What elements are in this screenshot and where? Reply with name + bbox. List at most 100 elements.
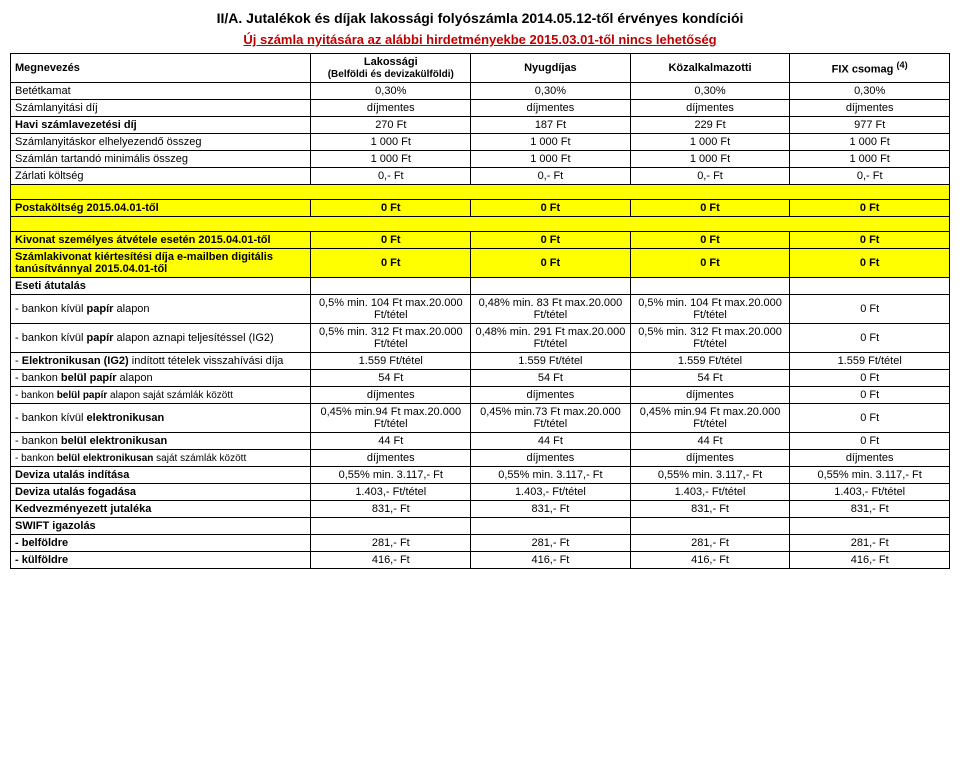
table-row: - bankon kívül elektronikusan0,45% min.9… — [11, 404, 950, 433]
table-row: - külföldre416,- Ft416,- Ft416,- Ft416,-… — [11, 552, 950, 569]
row-cell: díjmentes — [630, 387, 790, 404]
row-cell: 1 000 Ft — [790, 151, 950, 168]
row-cell — [790, 278, 950, 295]
row-label: Kedvezményezett jutaléka — [11, 501, 311, 518]
row-cell — [630, 518, 790, 535]
row-cell: 54 Ft — [311, 370, 471, 387]
row-cell: 0 Ft — [471, 200, 631, 217]
table-row: Számlakivonat kiértesítési díja e-mailbe… — [11, 249, 950, 278]
table-row: Kivonat személyes átvétele esetén 2015.0… — [11, 232, 950, 249]
row-label: - bankon belül papír alapon saját számlá… — [11, 387, 311, 404]
row-label: Számlakivonat kiértesítési díja e-mailbe… — [11, 249, 311, 278]
header-megnevezes: Megnevezés — [11, 54, 311, 83]
row-cell: 0,30% — [790, 83, 950, 100]
header-lakossagi: Lakossági (Belföldi és devizakülföldi) — [311, 54, 471, 83]
row-cell: 831,- Ft — [311, 501, 471, 518]
row-label-bold: belül elektronikusan — [61, 435, 167, 447]
row-cell: díjmentes — [311, 100, 471, 117]
row-cell: 0 Ft — [471, 232, 631, 249]
table-header-row: Megnevezés Lakossági (Belföldi és deviza… — [11, 54, 950, 83]
row-cell: 0 Ft — [790, 200, 950, 217]
row-label: SWIFT igazolás — [11, 518, 311, 535]
table-row: - bankon belül papír alapon54 Ft54 Ft54 … — [11, 370, 950, 387]
table-row: Számlanyitási díjdíjmentesdíjmentesdíjme… — [11, 100, 950, 117]
row-cell: 0,5% min. 312 Ft max.20.000 Ft/tétel — [311, 324, 471, 353]
table-row: Postaköltség 2015.04.01-től0 Ft0 Ft0 Ft0… — [11, 200, 950, 217]
row-cell: 229 Ft — [630, 117, 790, 134]
table-row: - bankon kívül papír alapon aznapi telje… — [11, 324, 950, 353]
row-cell: 0,5% min. 312 Ft max.20.000 Ft/tétel — [630, 324, 790, 353]
row-cell — [471, 278, 631, 295]
row-cell: díjmentes — [790, 450, 950, 467]
row-cell: 54 Ft — [630, 370, 790, 387]
row-label: - Elektronikusan (IG2) indított tételek … — [11, 353, 311, 370]
row-label: Kivonat személyes átvétele esetén 2015.0… — [11, 232, 311, 249]
table-row: Kedvezményezett jutaléka831,- Ft831,- Ft… — [11, 501, 950, 518]
row-cell: 0 Ft — [790, 404, 950, 433]
row-label-bold: elektronikusan — [87, 412, 165, 424]
table-row: Zárlati költség0,- Ft0,- Ft0,- Ft0,- Ft — [11, 168, 950, 185]
row-label: Számlán tartandó minimális összeg — [11, 151, 311, 168]
row-cell: 0,30% — [311, 83, 471, 100]
row-cell: díjmentes — [311, 387, 471, 404]
row-label: - bankon kívül papír alapon — [11, 295, 311, 324]
table-row: SWIFT igazolás — [11, 518, 950, 535]
row-cell: 0,30% — [630, 83, 790, 100]
row-cell: 416,- Ft — [790, 552, 950, 569]
row-cell — [471, 518, 631, 535]
row-cell: 270 Ft — [311, 117, 471, 134]
row-cell: 1.403,- Ft/tétel — [311, 484, 471, 501]
header-lakossagi-main: Lakossági — [364, 56, 418, 68]
row-label: Eseti átutalás — [11, 278, 311, 295]
spacer-row — [11, 217, 950, 232]
row-cell: 0 Ft — [630, 232, 790, 249]
row-cell: 0 Ft — [790, 433, 950, 450]
table-row: - Elektronikusan (IG2) indított tételek … — [11, 353, 950, 370]
row-label-bold: belül papír — [57, 390, 108, 401]
row-cell: 1.559 Ft/tétel — [471, 353, 631, 370]
row-cell: 44 Ft — [311, 433, 471, 450]
row-cell: 0 Ft — [790, 370, 950, 387]
table-row: Deviza utalás fogadása1.403,- Ft/tétel1.… — [11, 484, 950, 501]
row-cell: 0,45% min.94 Ft max.20.000 Ft/tétel — [311, 404, 471, 433]
row-label: - bankon kívül papír alapon aznapi telje… — [11, 324, 311, 353]
row-label: - bankon belül papír alapon — [11, 370, 311, 387]
row-label: - bankon belül elektronikusan — [11, 433, 311, 450]
row-cell: 0 Ft — [630, 200, 790, 217]
row-cell: 0,- Ft — [471, 168, 631, 185]
row-cell: díjmentes — [630, 100, 790, 117]
row-cell: 0,30% — [471, 83, 631, 100]
row-cell: 0 Ft — [790, 249, 950, 278]
header-nyugdijas: Nyugdíjas — [471, 54, 631, 83]
row-label-bold: papír — [87, 332, 114, 344]
row-cell: 0,5% min. 104 Ft max.20.000 Ft/tétel — [311, 295, 471, 324]
table-row: - belföldre281,- Ft281,- Ft281,- Ft281,-… — [11, 535, 950, 552]
header-lakossagi-sub: (Belföldi és devizakülföldi) — [328, 69, 454, 80]
row-cell: 831,- Ft — [790, 501, 950, 518]
row-cell: 281,- Ft — [471, 535, 631, 552]
row-label: Postaköltség 2015.04.01-től — [11, 200, 311, 217]
row-cell: 0,45% min.73 Ft max.20.000 Ft/tétel — [471, 404, 631, 433]
page-subtitle: Új számla nyitására az alábbi hirdetmény… — [10, 32, 950, 47]
row-cell: 1 000 Ft — [311, 134, 471, 151]
row-cell: 977 Ft — [790, 117, 950, 134]
row-label: Deviza utalás fogadása — [11, 484, 311, 501]
row-cell: 1 000 Ft — [790, 134, 950, 151]
header-kozalkalmazotti: Közalkalmazotti — [630, 54, 790, 83]
row-cell: 1 000 Ft — [471, 134, 631, 151]
row-cell: 1 000 Ft — [630, 134, 790, 151]
row-cell: 281,- Ft — [311, 535, 471, 552]
row-cell: 0,55% min. 3.117,- Ft — [790, 467, 950, 484]
row-cell: 1.559 Ft/tétel — [790, 353, 950, 370]
row-cell — [311, 278, 471, 295]
row-cell: 0,- Ft — [311, 168, 471, 185]
row-label: - bankon belül elektronikusan saját szám… — [11, 450, 311, 467]
row-cell: 0 Ft — [471, 249, 631, 278]
row-cell — [311, 518, 471, 535]
row-label-bold: belül papír — [61, 372, 117, 384]
row-cell: díjmentes — [471, 387, 631, 404]
row-cell: 0 Ft — [790, 232, 950, 249]
row-cell: díjmentes — [790, 100, 950, 117]
row-cell: 1.403,- Ft/tétel — [790, 484, 950, 501]
row-cell: 0,5% min. 104 Ft max.20.000 Ft/tétel — [630, 295, 790, 324]
